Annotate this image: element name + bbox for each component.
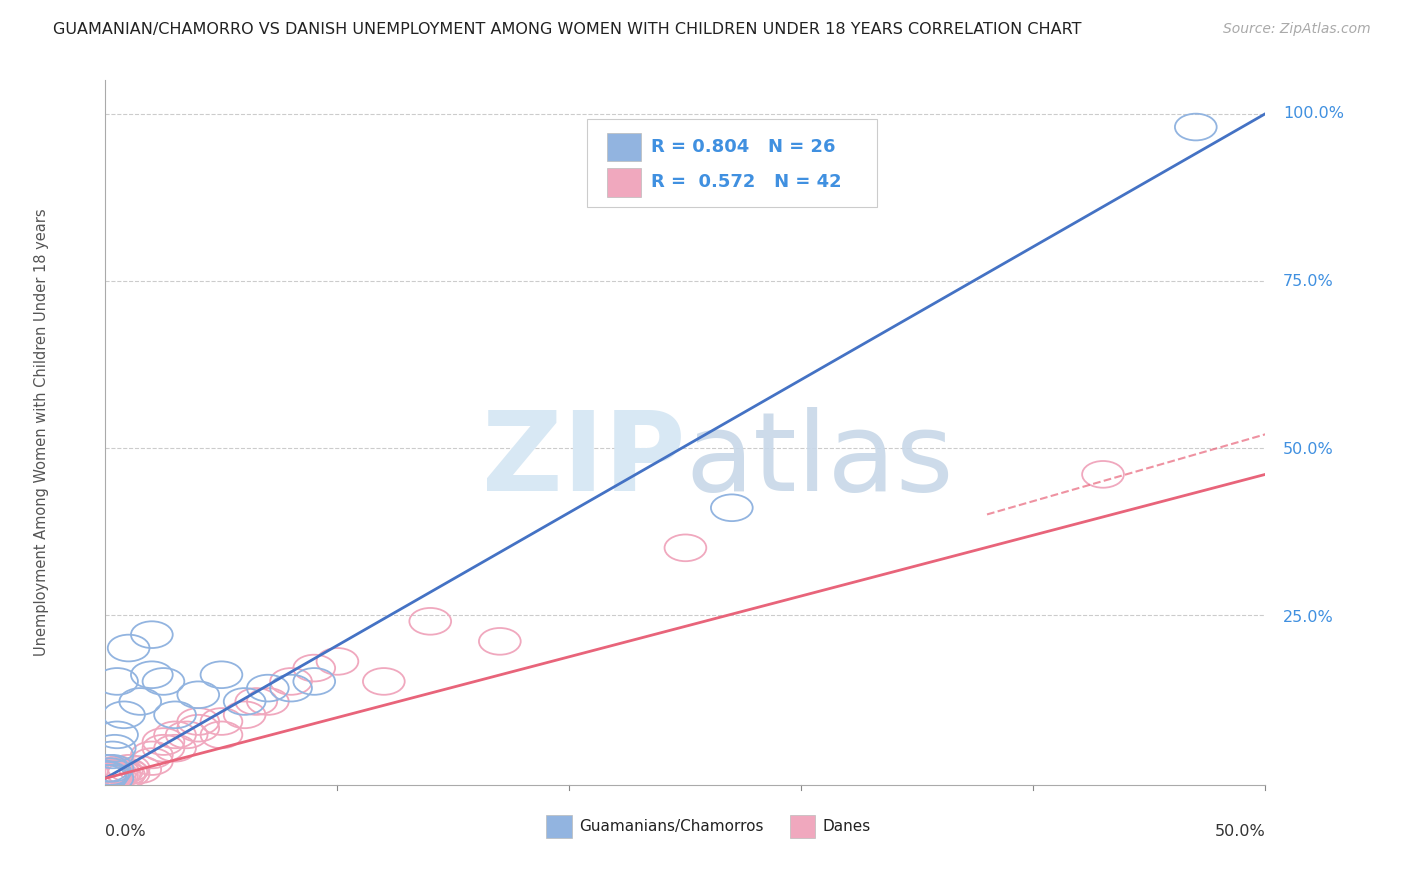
Text: 50.0%: 50.0% bbox=[1215, 823, 1265, 838]
Text: Danes: Danes bbox=[823, 819, 870, 834]
Text: Unemployment Among Women with Children Under 18 years: Unemployment Among Women with Children U… bbox=[34, 209, 49, 657]
Text: R =  0.572   N = 42: R = 0.572 N = 42 bbox=[651, 173, 841, 192]
FancyBboxPatch shape bbox=[606, 133, 641, 161]
FancyBboxPatch shape bbox=[546, 815, 572, 838]
Text: 50.0%: 50.0% bbox=[1282, 442, 1333, 457]
Text: 25.0%: 25.0% bbox=[1282, 609, 1333, 624]
Text: atlas: atlas bbox=[686, 408, 953, 515]
Text: 0.0%: 0.0% bbox=[105, 823, 146, 838]
Text: 100.0%: 100.0% bbox=[1282, 106, 1344, 121]
Text: Guamanians/Chamorros: Guamanians/Chamorros bbox=[579, 819, 763, 834]
Text: 75.0%: 75.0% bbox=[1282, 274, 1333, 289]
Text: ZIP: ZIP bbox=[482, 408, 686, 515]
FancyBboxPatch shape bbox=[790, 815, 815, 838]
Text: GUAMANIAN/CHAMORRO VS DANISH UNEMPLOYMENT AMONG WOMEN WITH CHILDREN UNDER 18 YEA: GUAMANIAN/CHAMORRO VS DANISH UNEMPLOYMEN… bbox=[53, 22, 1083, 37]
FancyBboxPatch shape bbox=[606, 169, 641, 196]
FancyBboxPatch shape bbox=[586, 119, 877, 207]
Text: Source: ZipAtlas.com: Source: ZipAtlas.com bbox=[1223, 22, 1371, 37]
Text: R = 0.804   N = 26: R = 0.804 N = 26 bbox=[651, 138, 835, 156]
